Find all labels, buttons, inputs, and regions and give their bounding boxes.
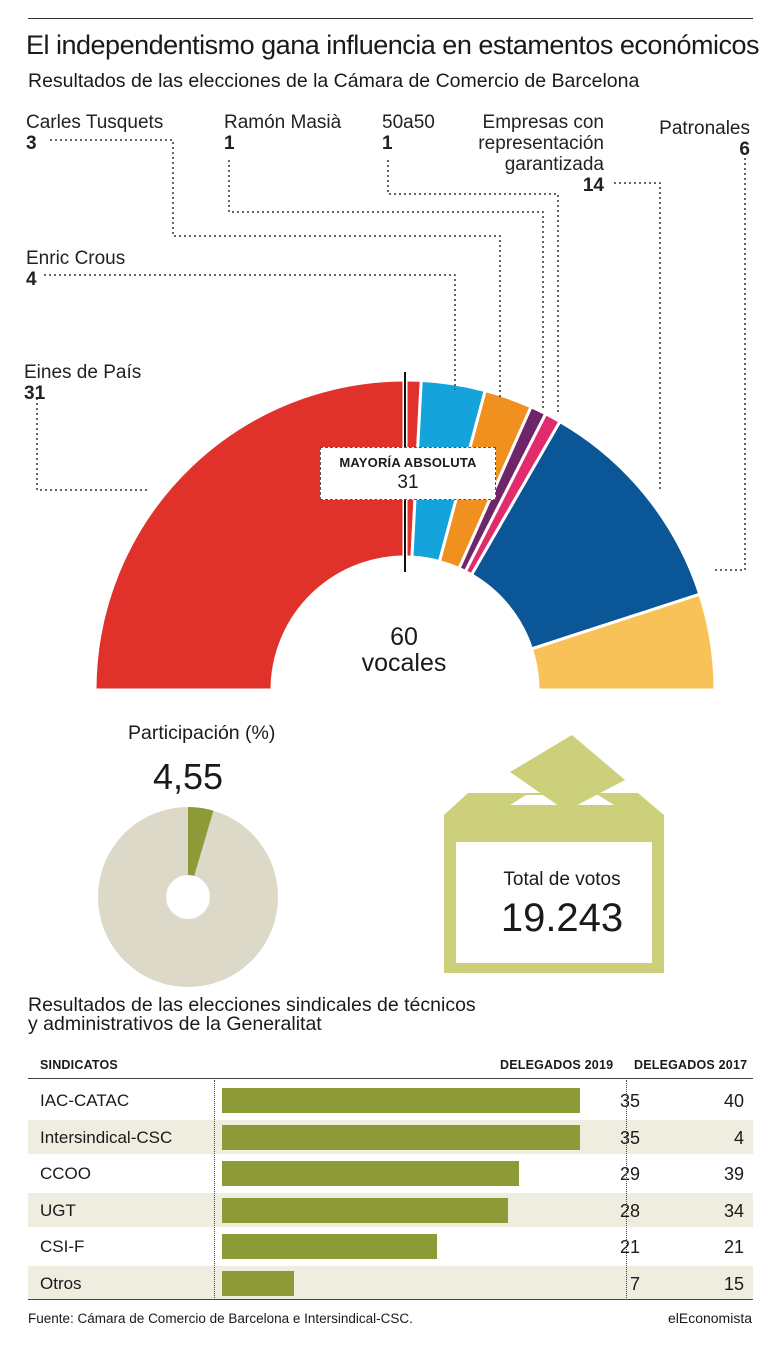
leader-patronales bbox=[712, 158, 746, 571]
label-50a50-name: 50a50 bbox=[382, 112, 435, 133]
header-2017: DELEGADOS 2017 bbox=[634, 1058, 748, 1072]
header-2019: DELEGADOS 2019 bbox=[500, 1058, 614, 1072]
table-title: Resultados de las elecciones sindicales … bbox=[28, 994, 476, 1035]
label-patronales-name: Patronales bbox=[659, 118, 750, 139]
label-empresas: Empresas con representación garantizada … bbox=[440, 112, 604, 196]
delegates-2019-bar bbox=[222, 1197, 509, 1223]
source-note: Fuente: Cámara de Comercio de Barcelona … bbox=[28, 1311, 413, 1326]
union-name: Intersindical-CSC bbox=[40, 1127, 173, 1147]
union-name: Otros bbox=[40, 1273, 82, 1293]
label-crous: Enric Crous 4 bbox=[26, 248, 125, 290]
delegates-2019-bar bbox=[222, 1124, 580, 1150]
participation-title: Participación (%) bbox=[128, 722, 276, 744]
union-name: UGT bbox=[40, 1200, 76, 1220]
top-rule bbox=[28, 18, 753, 19]
label-tusquets-name: Carles Tusquets bbox=[26, 112, 164, 133]
label-50a50: 50a50 1 bbox=[382, 112, 435, 154]
label-tusquets: Carles Tusquets 3 bbox=[26, 112, 163, 154]
delegates-2017-value: 34 bbox=[723, 1200, 744, 1221]
delegates-2019-value: 29 bbox=[619, 1164, 640, 1184]
label-50a50-value: 1 bbox=[382, 133, 393, 154]
label-eines-value: 31 bbox=[24, 383, 46, 404]
delegates-2019-bar bbox=[222, 1088, 580, 1113]
total-seats: 60 vocales bbox=[329, 624, 479, 676]
label-crous-name: Enric Crous bbox=[26, 248, 126, 269]
label-masia: Ramón Masià 1 bbox=[224, 112, 341, 154]
delegates-2017-value: 4 bbox=[733, 1127, 744, 1148]
table-row: CCOO 29 39 bbox=[28, 1156, 753, 1190]
union-name: CSI-F bbox=[40, 1237, 85, 1256]
delegates-2019-value: 21 bbox=[619, 1237, 640, 1257]
participation-donut bbox=[98, 807, 278, 987]
majority-box: MAYORÍA ABSOLUTA 31 bbox=[320, 447, 496, 500]
votes-value: 19.243 bbox=[500, 896, 624, 940]
delegates-2017-value: 39 bbox=[723, 1164, 744, 1184]
votes-label: Total de votos bbox=[503, 869, 621, 890]
table-row: UGT 28 34 bbox=[28, 1192, 753, 1227]
leader-empresas bbox=[614, 182, 661, 490]
header-sindicatos: SINDICATOS bbox=[40, 1058, 118, 1072]
ballot-paper-icon bbox=[510, 735, 625, 811]
page-subtitle: Resultados de las elecciones de la Cámar… bbox=[28, 70, 640, 92]
label-patronales: Patronales 6 bbox=[659, 118, 750, 160]
delegates-2019-value: 28 bbox=[619, 1200, 640, 1221]
leader-crous bbox=[44, 274, 456, 390]
label-eines-name: Eines de País bbox=[24, 362, 142, 383]
table-top-rule bbox=[28, 1078, 753, 1079]
ballot-box-icon bbox=[444, 735, 664, 973]
delegates-2019-bar bbox=[222, 1161, 519, 1186]
brand-logo: elEconomista bbox=[667, 1310, 752, 1326]
participation-value: 4,55 bbox=[153, 756, 224, 797]
total-seats-value: 60 bbox=[390, 623, 418, 651]
column-divider-1 bbox=[214, 1080, 215, 1298]
total-seats-unit: vocales bbox=[361, 649, 447, 677]
parliament-slice-6 bbox=[529, 592, 717, 692]
leader-masia bbox=[228, 160, 544, 408]
delegates-2017-value: 15 bbox=[723, 1273, 744, 1294]
label-empresas-value: 14 bbox=[582, 175, 604, 196]
delegates-2017-value: 40 bbox=[723, 1091, 744, 1111]
page-title: El independentismo gana influencia en es… bbox=[26, 30, 760, 60]
table-bottom-rule bbox=[28, 1299, 753, 1300]
leader-eines bbox=[36, 398, 150, 491]
table-title-line-1: Resultados de las elecciones sindicales … bbox=[28, 994, 476, 1016]
delegates-2019-value: 35 bbox=[619, 1127, 640, 1148]
parliament-slice-5 bbox=[469, 419, 702, 651]
leader-50a50 bbox=[387, 160, 559, 415]
leader-lines bbox=[36, 139, 746, 571]
majority-value: 31 bbox=[397, 472, 419, 493]
label-eines: Eines de País 31 bbox=[24, 362, 141, 404]
ballot-box-window bbox=[456, 842, 652, 963]
table-title-line-2: y administrativos de la Generalitat bbox=[28, 1013, 322, 1035]
delegates-2019-bar bbox=[222, 1270, 294, 1296]
delegates-2019-value: 35 bbox=[619, 1091, 640, 1111]
label-crous-value: 4 bbox=[26, 269, 37, 290]
column-divider-2 bbox=[626, 1080, 627, 1298]
delegates-2017-value: 21 bbox=[723, 1237, 744, 1257]
delegates-2019-value: 7 bbox=[629, 1273, 640, 1294]
leader-tusquets bbox=[50, 139, 501, 398]
label-tusquets-value: 3 bbox=[26, 133, 37, 154]
label-patronales-value: 6 bbox=[739, 139, 750, 160]
table-row: Intersindical-CSC 35 4 bbox=[28, 1119, 753, 1154]
participation-hole bbox=[166, 875, 210, 919]
label-empresas-name: Empresas con representación garantizada bbox=[478, 112, 604, 175]
union-name: CCOO bbox=[40, 1164, 91, 1183]
union-name: IAC-CATAC bbox=[40, 1091, 130, 1110]
table-row: CSI-F 21 21 bbox=[28, 1229, 753, 1263]
parliament-chart bbox=[36, 139, 746, 692]
label-masia-name: Ramón Masià bbox=[224, 112, 342, 133]
table-row: IAC-CATAC 35 40 bbox=[28, 1083, 753, 1117]
participation-slice bbox=[188, 807, 214, 897]
majority-label: MAYORÍA ABSOLUTA bbox=[339, 455, 477, 470]
table-row: Otros 7 15 bbox=[28, 1265, 753, 1300]
delegates-2019-bar bbox=[222, 1234, 437, 1259]
label-masia-value: 1 bbox=[224, 133, 235, 154]
